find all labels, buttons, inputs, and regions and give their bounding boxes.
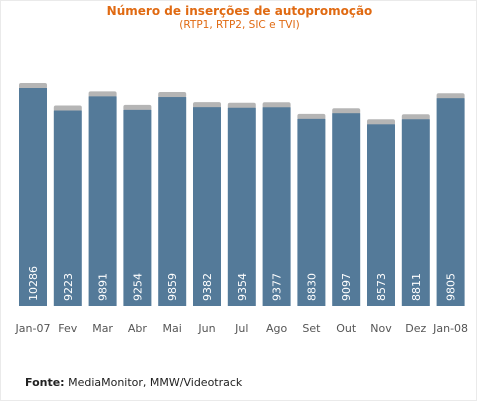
x-tick-label: Out xyxy=(336,322,357,335)
x-tick-label: Fev xyxy=(58,322,77,335)
bar-value-label: 9859 xyxy=(166,273,179,301)
bar-value-label: 10286 xyxy=(27,266,40,301)
bar-shadow xyxy=(436,93,465,100)
bar-out xyxy=(332,113,361,306)
bar-nov xyxy=(367,124,395,306)
bar-jan-07 xyxy=(19,88,47,306)
x-tick-label: Jan-07 xyxy=(15,322,51,335)
bar-value-label: 9382 xyxy=(201,273,214,301)
bar-value-label: 9354 xyxy=(236,273,249,301)
bar-ago xyxy=(262,107,291,306)
bar-value-label: 9891 xyxy=(97,273,110,301)
x-tick-label: Mai xyxy=(163,322,182,335)
source-label: Fonte: xyxy=(25,376,65,389)
x-tick-label: Dez xyxy=(405,322,426,335)
bar-shadow xyxy=(123,104,152,111)
bar-dez xyxy=(401,119,430,306)
bar-value-label: 9254 xyxy=(131,273,144,301)
chart-title: Número de inserções de autopromoção xyxy=(106,4,373,18)
bar-shadow xyxy=(193,102,221,109)
source-text: MediaMonitor, MMW/Videotrack xyxy=(68,376,243,389)
bar-value-label: 8830 xyxy=(305,273,318,301)
bar-mar xyxy=(88,96,117,306)
bar-abr xyxy=(123,109,152,306)
bar-value-label: 9097 xyxy=(340,273,353,301)
bar-jul xyxy=(227,107,256,306)
bar-shadows xyxy=(19,83,465,126)
source-note: Fonte: MediaMonitor, MMW/Videotrack xyxy=(25,376,242,389)
bar-jan-08 xyxy=(436,98,465,306)
bar-set xyxy=(297,118,326,307)
bar-shadow xyxy=(332,108,361,115)
x-tick-label: Mar xyxy=(92,322,113,335)
bar-shadow xyxy=(401,114,430,121)
bar-value-label: 9223 xyxy=(62,273,75,301)
bar-shadow xyxy=(262,102,291,109)
bar-value-labels: 10286 9223 9891 9254 9859 9382 9354 9377 8830 909… xyxy=(27,266,458,301)
x-tick-label: Jul xyxy=(234,322,248,335)
bar-value-label: 8811 xyxy=(410,273,423,301)
bar-shadow xyxy=(227,102,256,109)
x-tick-label: Jun xyxy=(197,322,215,335)
bar-value-label: 9805 xyxy=(445,273,458,301)
x-tick-label: Jan-08 xyxy=(432,322,468,335)
bars xyxy=(19,88,465,307)
bar-jun xyxy=(193,107,221,307)
chart-subtitle: (RTP1, RTP2, SIC e TVI) xyxy=(179,19,300,31)
bar-shadow xyxy=(158,92,187,99)
bar-shadow xyxy=(53,105,82,112)
bar-value-label: 8573 xyxy=(375,273,388,301)
bar-shadow xyxy=(19,83,47,89)
bar-shadow xyxy=(367,119,395,126)
bar-shadow xyxy=(88,91,117,98)
x-tick-label: Ago xyxy=(266,322,288,335)
bar-value-label: 9377 xyxy=(271,273,284,301)
x-tick-label: Set xyxy=(302,322,321,335)
bar-shadow xyxy=(297,113,326,120)
x-axis-tick-labels: Jan-07 Fev Mar Abr Mai Jun Jul Ago Set Out Nov Dez J… xyxy=(15,322,469,335)
x-tick-label: Abr xyxy=(128,322,148,335)
bar-fev xyxy=(53,110,82,306)
x-tick-label: Nov xyxy=(370,322,392,335)
bar-mai xyxy=(158,97,187,306)
